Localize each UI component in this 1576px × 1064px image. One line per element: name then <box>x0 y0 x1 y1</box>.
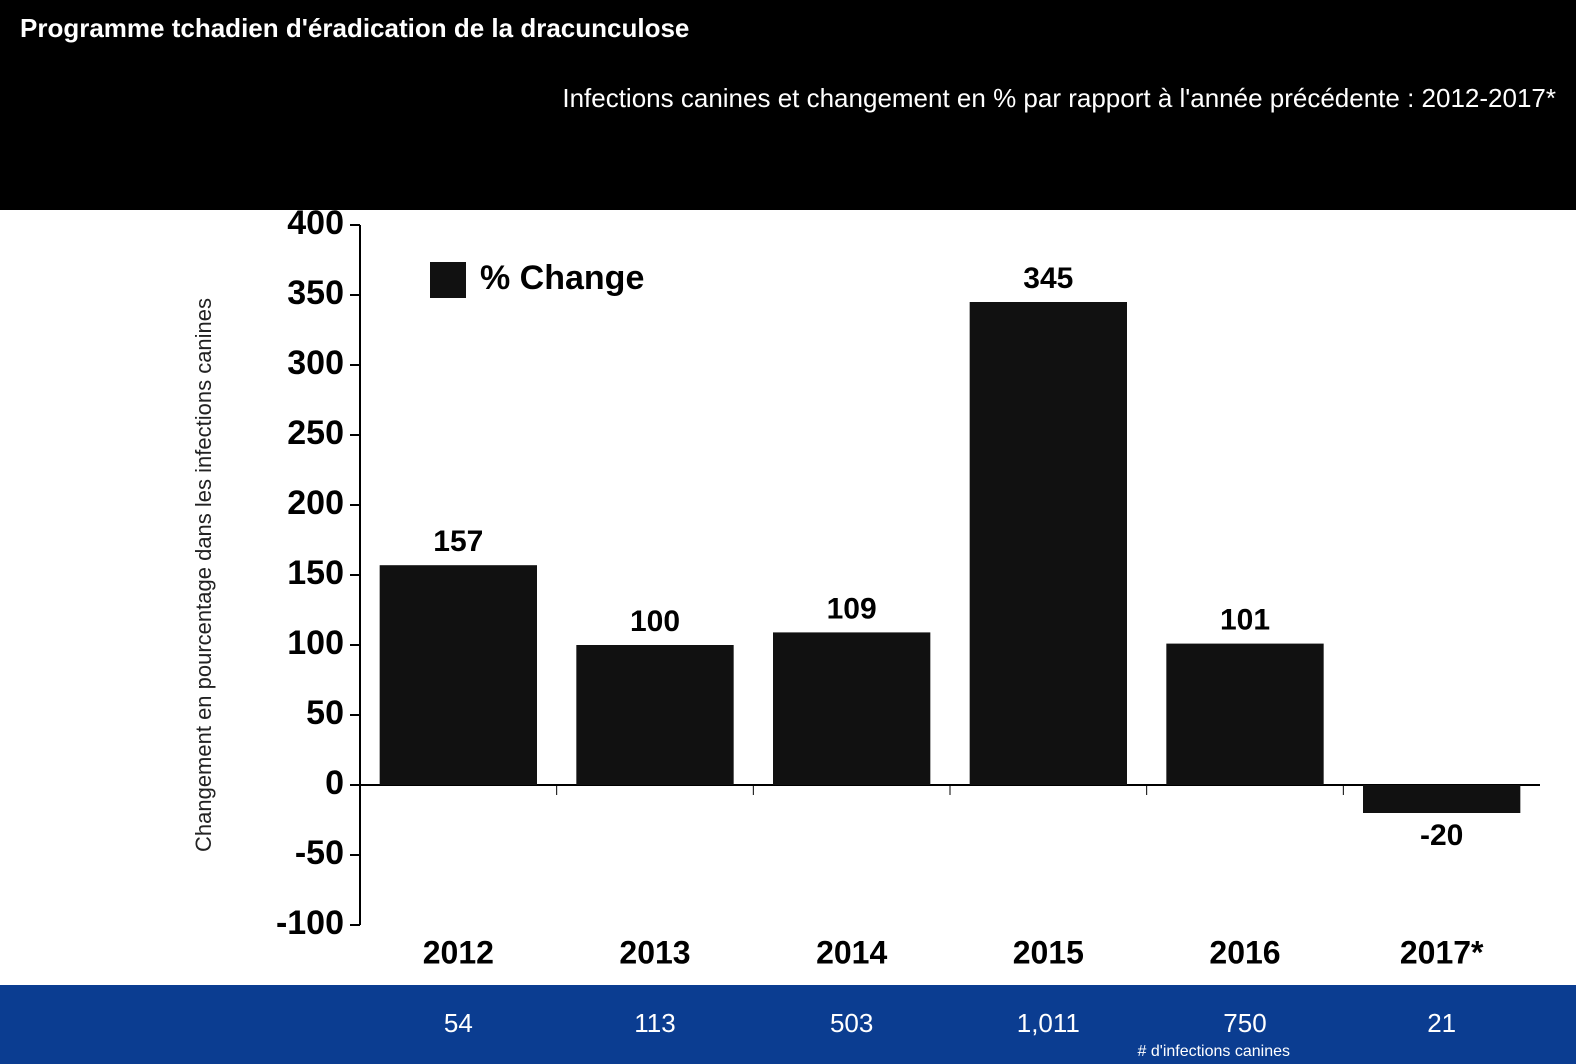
y-tick-label: 350 <box>287 274 344 312</box>
counts-label: # d'infections canines <box>1138 1043 1290 1060</box>
y-tick-label: 100 <box>287 624 344 662</box>
x-tick-label: 2012 <box>423 934 494 970</box>
value-label: 101 <box>1220 604 1270 637</box>
x-tick-label: 2013 <box>619 934 690 970</box>
count-label: 54 <box>444 1008 473 1038</box>
y-tick-label: -100 <box>276 904 344 942</box>
bar <box>576 645 734 785</box>
bar <box>379 565 537 785</box>
count-label: 21 <box>1427 1008 1456 1038</box>
x-tick-label: 2014 <box>816 934 887 970</box>
x-tick-label: 2015 <box>1013 934 1084 970</box>
x-tick-label: 2016 <box>1209 934 1280 970</box>
legend-swatch <box>430 262 466 298</box>
y-tick-label: 400 <box>287 204 344 242</box>
bar <box>969 302 1127 785</box>
y-tick-label: 150 <box>287 554 344 592</box>
y-tick-label: 0 <box>325 764 344 802</box>
bar <box>1166 643 1324 785</box>
y-tick-label: 50 <box>306 694 344 732</box>
value-label: 109 <box>827 592 877 625</box>
value-label: 100 <box>630 605 680 638</box>
x-tick-label: 2017* <box>1400 934 1484 970</box>
bar <box>773 632 931 785</box>
legend-label: % Change <box>480 259 644 297</box>
y-axis-label: Changement en pourcentage dans les infec… <box>191 298 216 852</box>
count-label: 113 <box>634 1008 675 1038</box>
value-label: 345 <box>1023 262 1073 295</box>
y-tick-label: 200 <box>287 484 344 522</box>
count-label: 503 <box>830 1008 873 1038</box>
value-label: 157 <box>433 525 483 558</box>
count-label: 1,011 <box>1017 1008 1080 1038</box>
footer-band <box>0 985 1576 1064</box>
y-tick-label: -50 <box>295 834 344 872</box>
chart-title: Programme tchadien d'éradication de la d… <box>20 13 689 43</box>
value-label: -20 <box>1420 819 1463 852</box>
count-label: 750 <box>1223 1008 1266 1038</box>
y-tick-label: 250 <box>287 414 344 452</box>
chart-subtitle: Infections canines et changement en % pa… <box>562 83 1556 113</box>
y-tick-label: 300 <box>287 344 344 382</box>
bar <box>1363 785 1521 813</box>
header-band <box>0 0 1576 210</box>
